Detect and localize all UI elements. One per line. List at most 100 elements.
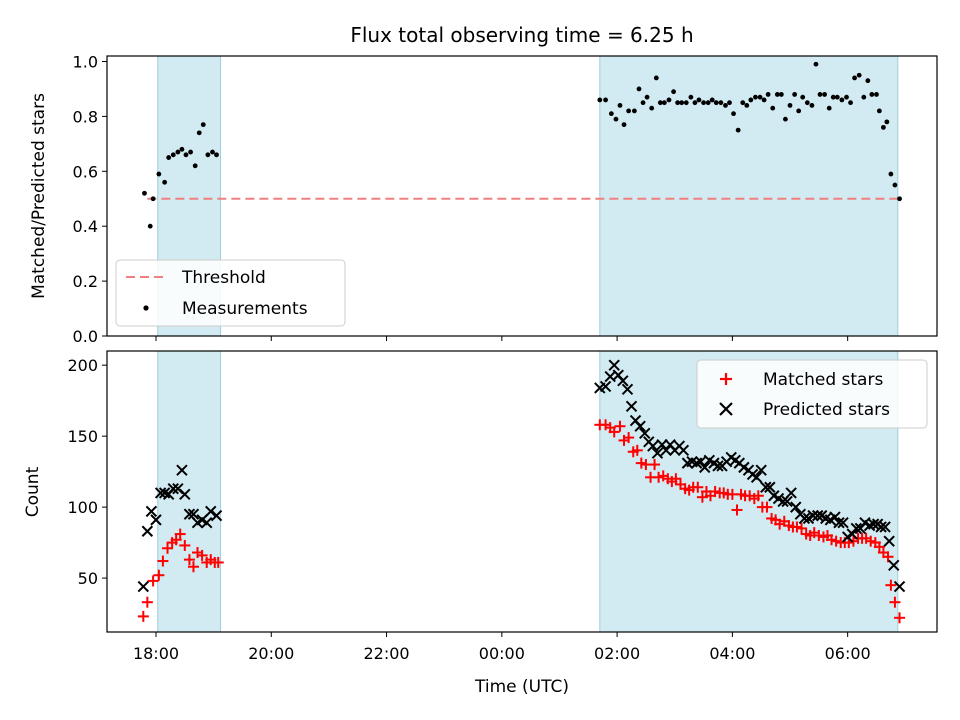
- matched-star-point: [649, 459, 661, 471]
- predicted-star-point: [875, 521, 887, 533]
- measurement-point: [175, 149, 181, 155]
- legend-matched-label: Matched stars: [763, 370, 883, 390]
- measurement-point: [757, 94, 763, 100]
- predicted-star-point: [867, 518, 880, 530]
- matched-star-point: [796, 522, 808, 534]
- legend-threshold-label: Threshold: [181, 268, 266, 288]
- bottom-y-axis-label: Count: [23, 466, 43, 517]
- measurement-point: [621, 122, 627, 128]
- predicted-star-point: [755, 464, 767, 476]
- predicted-star-point: [811, 509, 824, 522]
- predicted-star-point: [625, 400, 638, 413]
- bottom-x-axis-ticks: 18:00 20:00 22:00 00:00 02:00 04:00 06:00: [133, 632, 871, 663]
- measurement-point: [713, 100, 719, 106]
- matched-star-point: [885, 579, 897, 591]
- chart-title: Flux total observing time = 6.25 h: [350, 23, 693, 47]
- top-plot-frame: [106, 55, 938, 337]
- matched-star-point: [631, 444, 643, 456]
- measurement-point: [796, 108, 802, 114]
- predicted-star-point: [699, 461, 711, 474]
- measurement-point: [770, 105, 776, 111]
- matched-star-point: [696, 491, 708, 503]
- predicted-star-point: [634, 420, 646, 432]
- measurement-point: [162, 179, 168, 185]
- top-shaded-interval: [599, 55, 899, 337]
- x-tick-label: 06:00: [825, 644, 871, 663]
- measurement-point: [740, 100, 746, 106]
- matched-star-point: [179, 539, 191, 551]
- predicted-star-point: [179, 488, 191, 501]
- top-y-axis-ticks: 0.0 0.2 0.4 0.6 0.8 1.0: [73, 52, 107, 346]
- measurement-point: [804, 100, 810, 106]
- predicted-star-point: [712, 460, 724, 472]
- measurement-point: [644, 94, 650, 100]
- predicted-star-point: [764, 481, 776, 493]
- measurement-point: [848, 100, 853, 106]
- bottom-legend: Matched stars Predicted stars: [696, 359, 928, 429]
- matched-star-point: [894, 612, 906, 624]
- x-tick-label: 22:00: [363, 644, 409, 663]
- measurement-point: [753, 94, 758, 100]
- predicted-star-point: [647, 440, 659, 452]
- matched-star-point: [141, 596, 153, 608]
- bottom-legend-box: [696, 359, 928, 429]
- measurement-point: [156, 171, 162, 177]
- measurement-point: [869, 92, 875, 97]
- measurement-point: [657, 100, 663, 106]
- matched-star-point: [212, 556, 224, 568]
- predicted-star-point: [205, 505, 217, 518]
- predicted-stars-points: [137, 359, 906, 593]
- top-y-tick-label: 0.0: [73, 327, 98, 346]
- measurement-point: [748, 97, 754, 103]
- matched-star-point: [153, 569, 165, 581]
- matched-star-point: [882, 551, 894, 563]
- measurement-point: [147, 223, 153, 229]
- bottom-y-tick-label: 100: [67, 498, 98, 517]
- measurement-point: [200, 122, 206, 128]
- legend-matched-swatch: [720, 373, 732, 385]
- matched-star-point: [147, 575, 159, 587]
- measurement-point: [179, 146, 185, 152]
- measurement-point: [150, 196, 156, 202]
- measurement-point: [688, 94, 694, 100]
- top-y-tick-label: 0.6: [73, 162, 98, 181]
- measurement-point: [640, 100, 646, 106]
- predicted-star-point: [677, 444, 690, 457]
- measurement-point: [683, 100, 689, 106]
- top-shaded-intervals: [157, 55, 899, 337]
- matched-star-point: [170, 534, 182, 546]
- x-tick-label: 02:00: [594, 644, 640, 663]
- measurement-point: [608, 111, 614, 117]
- matched-star-point: [157, 555, 169, 567]
- measurement-point: [856, 72, 862, 78]
- matched-star-point: [873, 541, 885, 553]
- top-legend-box: [115, 259, 346, 327]
- measurement-point: [783, 116, 788, 122]
- matched-star-point: [174, 528, 186, 540]
- measurement-point: [675, 100, 681, 106]
- measurement-point: [874, 92, 879, 97]
- bottom-plot-frame: [106, 350, 938, 633]
- predicted-star-point: [621, 383, 634, 396]
- measurement-point: [809, 103, 815, 108]
- predicted-star-point: [660, 444, 672, 457]
- measurement-point: [166, 155, 172, 160]
- x-tick-label: 18:00: [133, 644, 179, 663]
- measurement-point: [705, 100, 711, 106]
- top-x-axis-ticks: [155, 336, 849, 341]
- predicted-star-point: [150, 514, 162, 526]
- measurement-point: [210, 149, 215, 155]
- measurement-point: [761, 97, 767, 103]
- matched-star-point: [162, 542, 174, 554]
- matched-star-point: [187, 561, 199, 573]
- measurement-point: [817, 92, 823, 97]
- matched-star-point: [670, 473, 682, 485]
- predicted-star-point: [829, 511, 841, 523]
- measurement-point: [787, 103, 793, 108]
- matched-star-point: [137, 610, 149, 622]
- measurement-point: [701, 100, 706, 106]
- measurement-point: [897, 196, 902, 202]
- measurement-point: [617, 103, 623, 108]
- predicted-star-point: [798, 512, 811, 525]
